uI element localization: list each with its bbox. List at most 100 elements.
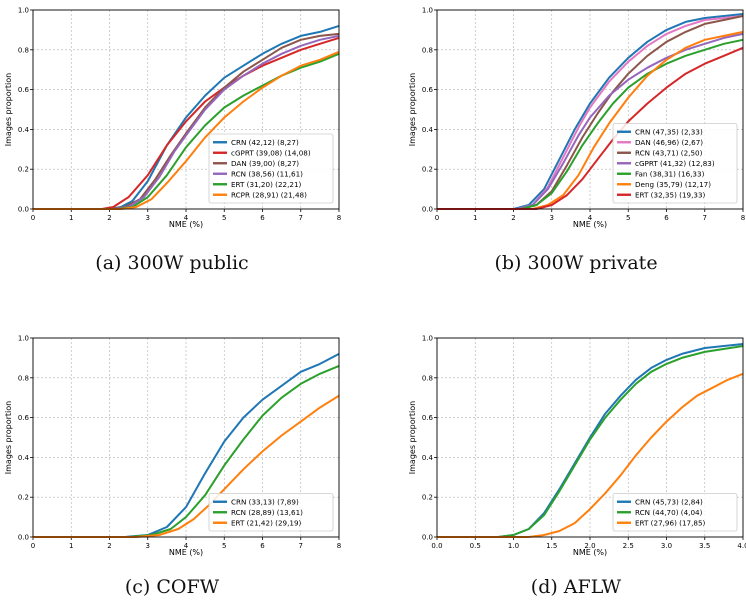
plot-frame [32,9,340,210]
legend-label: CRN (42,12) (8,27) [231,138,299,147]
x-tick-label: 0 [435,214,439,222]
series-line [33,394,340,538]
x-tick-label: 2.0 [584,542,595,550]
y-tick-label: 0.8 [18,46,29,54]
y-tick-label: 0.2 [422,166,433,174]
legend-label: ERT (32,35) (19,33) [635,190,706,199]
caption-c: (c) COFW [124,576,220,598]
x-tick-label: 5 [626,214,630,222]
legend-label: ERT (31,20) (22,21) [231,180,302,189]
x-tick-label: 3.0 [661,542,672,550]
series-line [437,345,744,538]
legend-box [612,123,738,204]
plot-frame [32,337,340,538]
x-axis-label: NME (%) [169,548,203,557]
legend-label: ERT (27,96) (17,85) [635,518,706,527]
series-line [33,52,340,210]
y-axis-label: Images proportion [408,73,417,146]
x-tick-label: 7 [299,542,303,550]
x-tick-label: 4.0 [737,542,746,550]
x-tick-label: 2.5 [623,542,634,550]
y-tick-label: 0.4 [422,454,434,462]
y-tick-label: 0.4 [422,126,434,134]
x-tick-label: 1.5 [546,542,557,550]
y-tick-label: 0.8 [422,374,433,382]
caption-b: (b) 300W private [494,252,658,274]
y-axis-label: Images proportion [4,401,13,474]
legend-box [208,133,334,204]
x-tick-label: 8 [741,214,745,222]
y-tick-label: 0.4 [18,454,30,462]
x-tick-label: 1 [473,214,477,222]
x-tick-label: 1.0 [508,542,519,550]
y-tick-label: 0.6 [422,414,434,422]
x-axis-label: NME (%) [573,220,607,229]
y-tick-label: 0.4 [18,126,30,134]
legend-label: RCN (28,89) (13,61) [231,508,303,517]
x-tick-label: 6 [260,214,265,222]
x-tick-label: 6 [664,214,669,222]
y-tick-label: 0.2 [18,166,29,174]
x-tick-label: 4 [184,214,189,222]
x-tick-label: 2 [107,214,111,222]
y-tick-label: 1.0 [18,335,29,343]
y-axis-label: Images proportion [4,73,13,146]
chart-panel-3: 0 1 2 3 4 5 6 7 8 0.0 0.2 0.4 0.6 0.8 1.0 NME (%) Images… [4,335,341,558]
x-tick-label: 4 [588,214,593,222]
legend-label: DAN (39,00) (8,27) [231,159,299,168]
y-tick-label: 0.0 [422,206,433,214]
series-line [437,38,744,210]
legend-box [208,493,334,532]
legend-label: CRN (45,73) (2,84) [635,497,703,506]
y-tick-label: 0.8 [422,46,433,54]
plot-frame [436,9,744,210]
series-line [33,24,340,210]
legend-label: Deng (35,79) (12,17) [635,180,711,189]
series-line [33,36,340,210]
y-tick-label: 0.6 [18,86,30,94]
series-line [33,32,340,210]
x-tick-label: 8 [337,214,341,222]
legend-label: RCPR (28,91) (21,48) [231,190,307,199]
series-line [437,30,744,210]
y-tick-label: 1.0 [18,7,29,15]
legend-label: ERT (21,42) (29,19) [231,518,302,527]
x-tick-label: 2 [511,214,515,222]
plot-frame [436,337,744,538]
x-tick-label: 6 [260,542,265,550]
x-tick-label: 3 [550,214,554,222]
y-tick-label: 1.0 [422,7,433,15]
legend-label: cGPRT (41,32) (12,83) [635,159,715,168]
x-tick-label: 1 [69,214,73,222]
caption-d: (d) AFLW [530,576,622,598]
x-tick-label: 5 [222,542,226,550]
chart-panel-2: 0 1 2 3 4 5 6 7 8 0.0 0.2 0.4 0.6 0.8 1.0 NME (%) Images… [408,7,745,230]
x-tick-label: 5 [222,214,226,222]
y-tick-label: 1.0 [422,335,433,343]
legend-label: CRN (47,35) (2,33) [635,127,703,136]
x-tick-label: 8 [337,542,341,550]
x-tick-label: 0 [31,542,35,550]
x-tick-label: 0.5 [470,542,481,550]
x-tick-label: 1 [69,542,73,550]
legend-label: RCN (43,71) (2,50) [635,148,703,157]
y-axis-label: Images proportion [408,401,417,474]
x-tick-label: 3 [146,542,150,550]
y-tick-label: 0.6 [422,86,434,94]
series-line [33,34,340,210]
x-tick-label: 0 [31,214,35,222]
series-line [437,13,744,210]
chart-panel-4: 0.0 0.5 1.0 1.5 2.0 2.5 3.0 3.5 4.0 0.0 0.2 0.4 0.6 0… [408,335,746,558]
y-tick-label: 0.6 [18,414,30,422]
legend-label: CRN (33,13) (7,89) [231,497,299,506]
legend-label: RCN (38,56) (11,61) [231,169,303,178]
x-tick-label: 4 [184,542,189,550]
series-line [437,372,744,538]
x-axis-label: NME (%) [169,220,203,229]
y-tick-label: 0.0 [18,534,29,542]
x-tick-label: 7 [703,214,707,222]
caption-a: (a) 300W public [95,252,249,274]
x-tick-label: 0.0 [431,542,442,550]
x-tick-label: 2 [107,542,111,550]
